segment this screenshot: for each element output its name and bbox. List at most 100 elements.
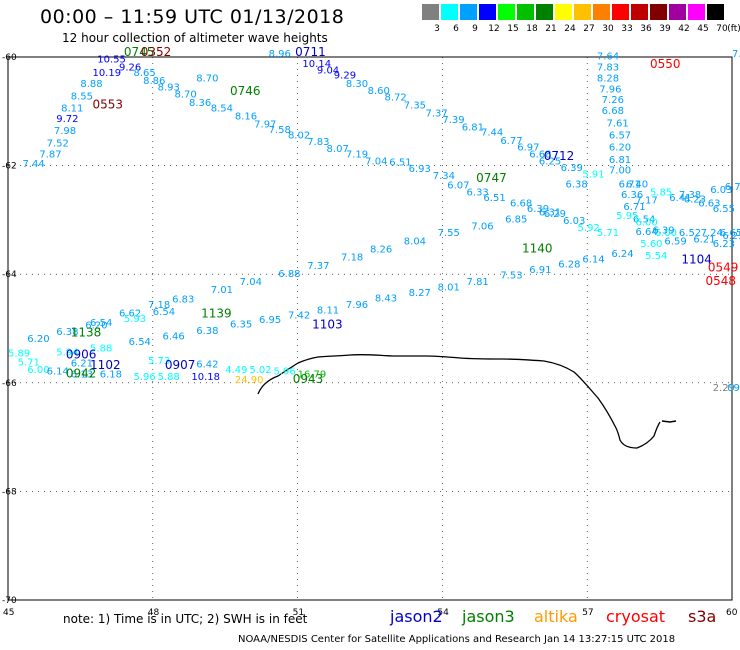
scale-label: 70 [716,24,728,34]
scale-swatch [688,4,705,20]
track-time-label: 1103 [312,318,343,332]
lat-tick-label: -66 [2,379,17,389]
track-time-label: 0553 [92,98,123,112]
swh-value: 7.18 [341,253,363,264]
swh-value: 6.40 [626,179,648,190]
swh-value: 7.37 [307,261,329,272]
swh-value: 7.06 [471,222,493,233]
scale-label: 24 [564,24,576,34]
scale-swatch [517,4,534,20]
swh-value: 6.81 [609,155,631,166]
swh-value: 6.65 [720,228,740,239]
swh-value: 6.41 [669,193,691,204]
satellite-legend-jason3: jason3 [462,607,515,626]
scale-label: 33 [621,24,633,34]
swh-value: 6.54 [90,318,112,329]
lon-tick-label: 45 [3,608,14,618]
swh-value: 6.68 [602,106,624,117]
swh-value: 7.55 [438,228,460,239]
track-time-label: 0943 [293,372,324,386]
swh-value: 9.29 [334,71,356,82]
swh-value: 6.38 [565,179,587,190]
track-time-label: 1104 [681,252,712,266]
swh-value: 6.88 [278,269,300,280]
swh-value: 6.14 [47,367,69,378]
swh-value: 6.25 [722,231,740,242]
map-title: 00:00 – 11:59 UTC 01/13/2018 [40,6,345,28]
lat-tick-label: -62 [2,162,17,172]
swh-value: 7.34 [433,171,455,182]
swh-value: 7.35 [404,101,426,112]
swh-value: 5.91 [582,170,604,181]
swh-value: 7.26 [602,95,624,106]
track-time-label: 0549 [708,260,739,274]
track-time-label: 1139 [201,307,232,321]
swh-value: 6.63 [698,198,720,209]
lon-tick-label: 51 [293,608,304,618]
scale-swatch [631,4,648,20]
swh-value: 6.71 [619,179,641,190]
swh-value: 6.85 [505,215,527,226]
swh-value: 6.21 [693,235,715,246]
scale-label: 3 [434,24,440,34]
swh-value: 6.28 [558,260,580,271]
swh-value: 6.54 [153,307,175,318]
swh-value: 6.38 [196,326,218,337]
swh-value: 5.02 [249,365,271,376]
swh-value: 8.16 [235,111,257,122]
scale-swatch [422,4,439,20]
track-time-label: 0550 [650,57,681,71]
swh-value: 7.96 [346,300,368,311]
scale-swatch [650,4,667,20]
scale-swatch [441,4,458,20]
swh-value: 8.70 [175,90,197,101]
swh-value: 8.55 [71,91,93,102]
scale-swatch [574,4,591,20]
swh-value: 4.49 [225,365,247,376]
scale-label: 42 [678,24,690,34]
swh-value: 8.88 [80,79,102,90]
scale-unit: (ft) [727,24,740,34]
swh-value: 5.96 [133,372,155,383]
swh-value: 6.14 [582,254,604,265]
swh-value: 8.27 [409,288,431,299]
swh-value: 6.59 [664,236,686,247]
satellite-legend-cryosat: cryosat [606,607,666,626]
track-time-label: 0906 [66,347,97,361]
scale-swatch [536,4,553,20]
swh-value: 6.21 [71,359,93,370]
swh-value: 6.03 [710,185,732,196]
scale-swatch [707,4,724,20]
swh-value: 7.98 [54,126,76,137]
swh-value: 6.36 [621,190,643,201]
lat-tick-label: -64 [2,270,17,280]
swh-value: 8.43 [375,293,397,304]
swh-value: 7.42 [288,311,310,322]
scale-swatch [669,4,686,20]
swh-value: 7.44 [22,159,44,170]
swh-value: 7.58 [269,125,291,136]
swh-value: 8.60 [368,86,390,97]
swh-value: 6.07 [447,180,469,191]
scale-swatch [460,4,477,20]
track-time-label: 0712 [544,149,575,163]
track-time-label: 1102 [90,358,121,372]
swh-value: 8.28 [597,73,619,84]
swh-value: 6.55 [713,204,735,215]
satellite-legend-s3a: s3a [688,607,717,626]
swh-value: 6.95 [259,315,281,326]
swh-value: 5.95 [616,211,638,222]
scale-label: 15 [507,24,519,34]
swh-value: 6.39 [561,163,583,174]
swh-value: 5.88 [90,343,112,354]
swh-value: 7.61 [607,119,629,130]
track-time-label: 0907 [165,358,196,372]
scale-label: 27 [583,24,595,34]
lat-tick-label: -68 [2,487,17,497]
swh-value: 7.19 [346,149,368,160]
swh-value: 5.85 [650,187,672,198]
swh-value: 5.93 [124,314,146,325]
swh-value: 6.00 [635,217,657,228]
swh-value: 8.30 [346,79,368,90]
swh-value: 6.20 [609,142,631,153]
